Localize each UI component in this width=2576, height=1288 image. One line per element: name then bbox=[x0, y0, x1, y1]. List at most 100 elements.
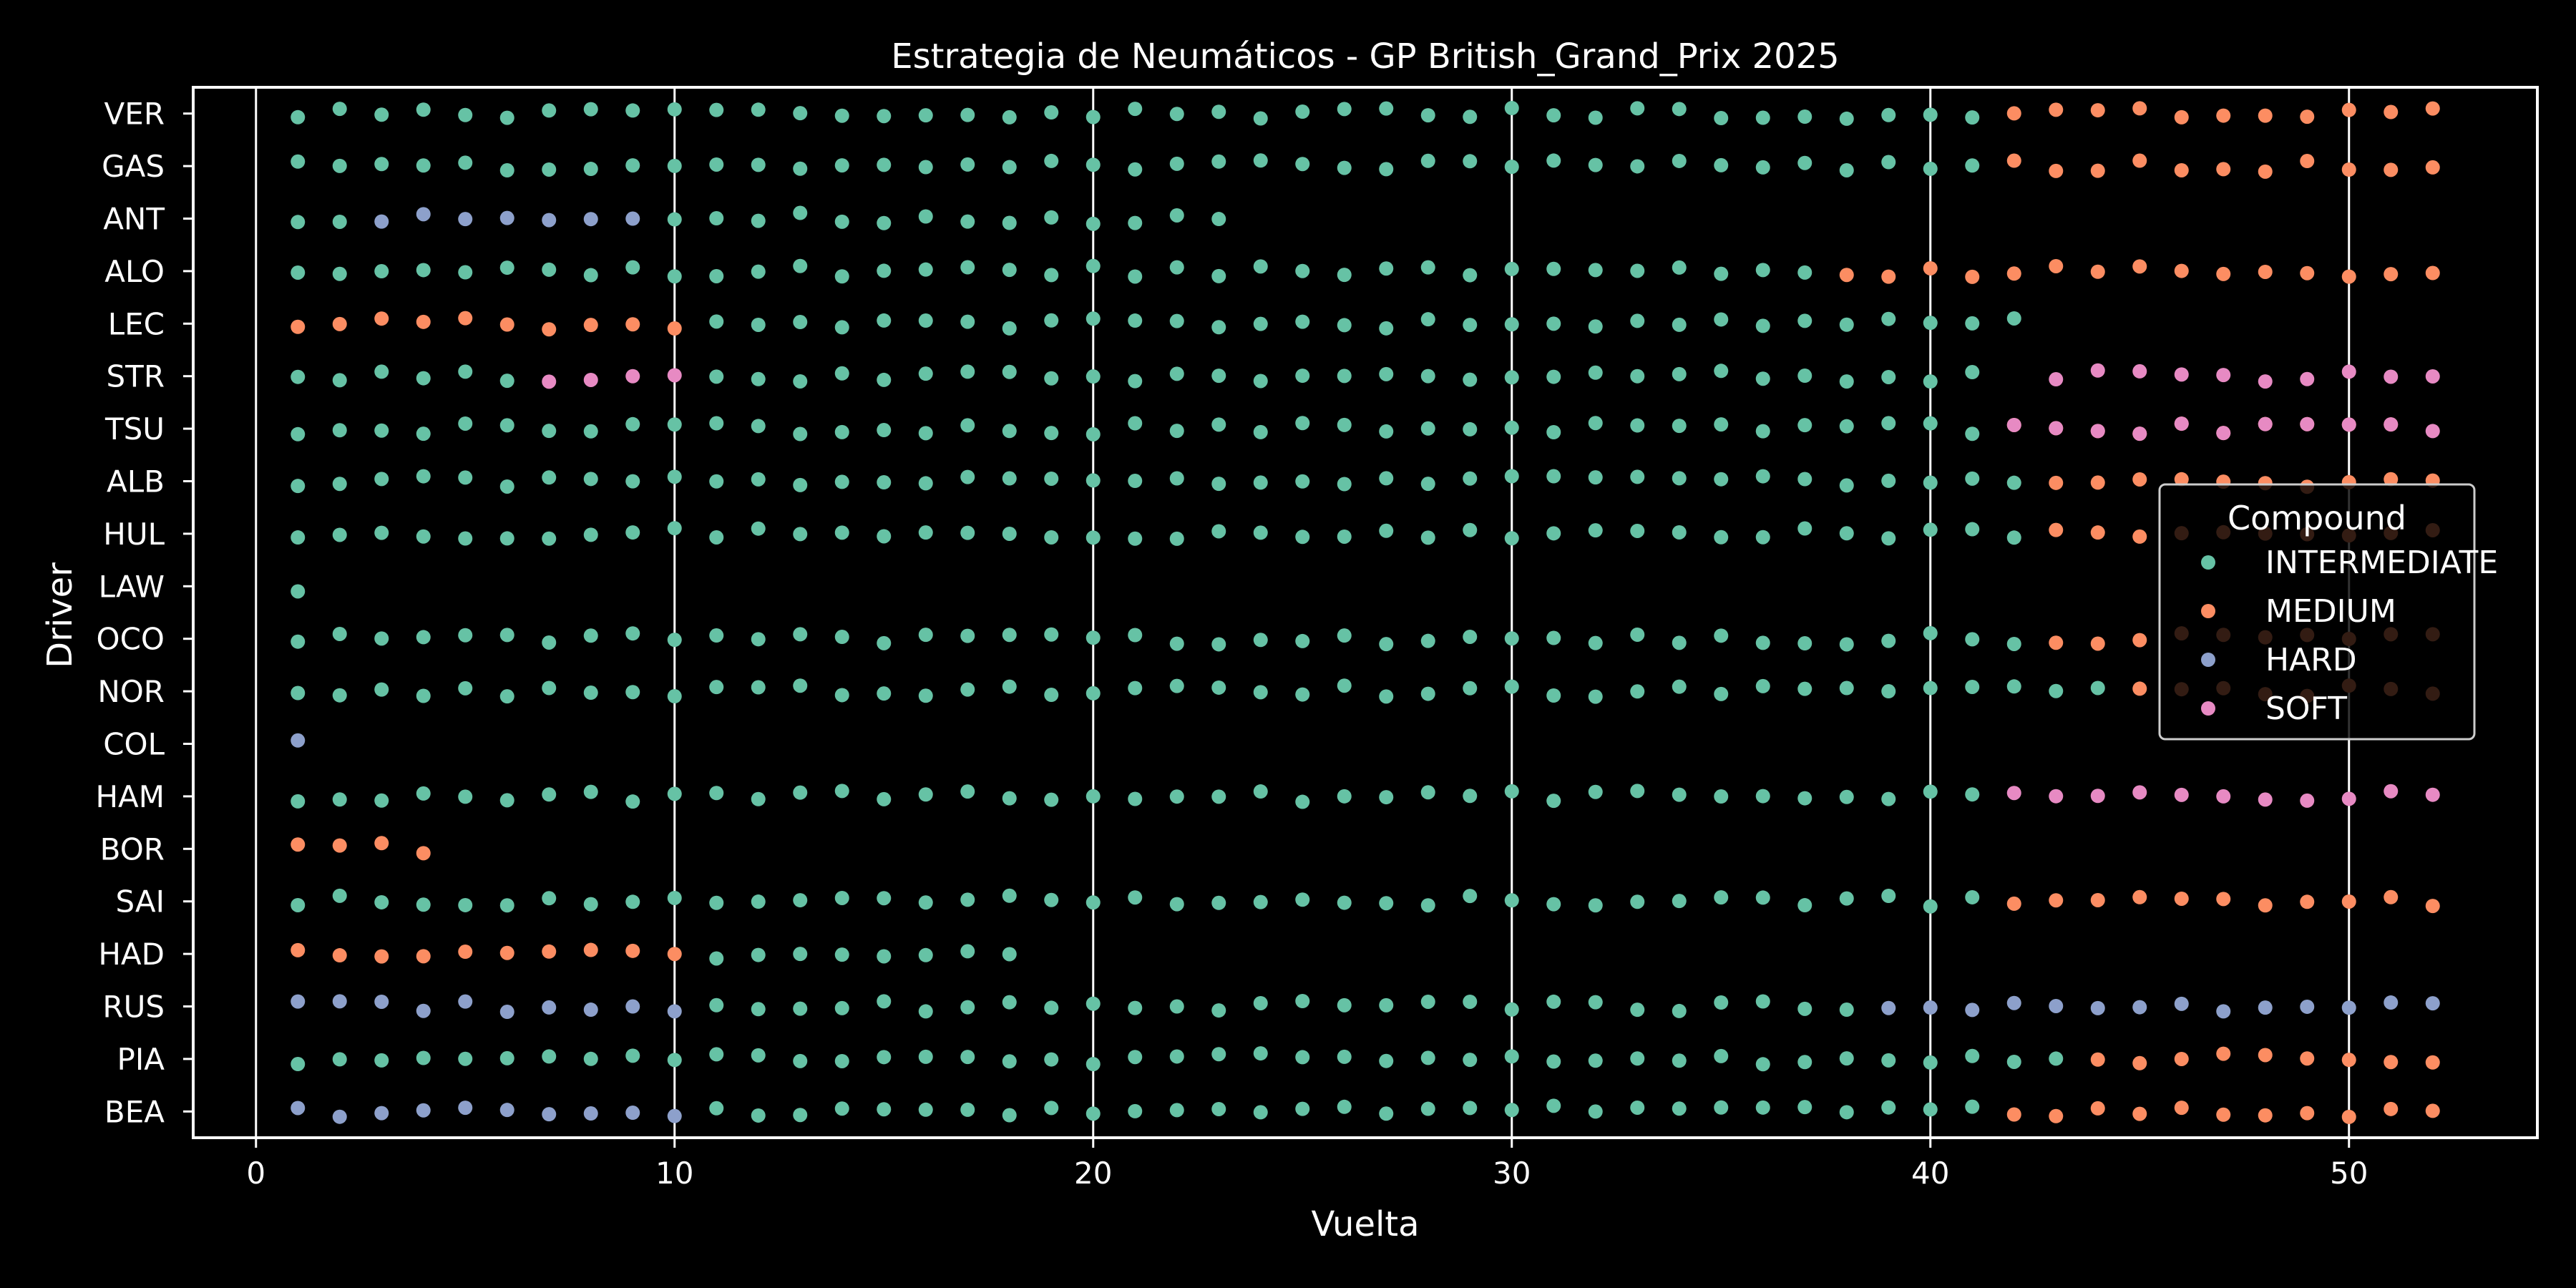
lap-point-intermediate bbox=[1128, 1050, 1143, 1065]
lap-point-medium bbox=[2006, 106, 2021, 121]
lap-point-intermediate bbox=[751, 521, 766, 536]
lap-point-medium bbox=[2132, 1106, 2147, 1121]
lap-point-intermediate bbox=[1672, 1053, 1687, 1068]
lap-point-intermediate bbox=[1797, 1001, 1813, 1016]
lap-point-hard bbox=[291, 733, 306, 748]
lap-point-intermediate bbox=[1295, 1050, 1310, 1065]
lap-point-intermediate bbox=[1881, 416, 1896, 431]
lap-point-intermediate bbox=[709, 951, 724, 966]
lap-point-intermediate bbox=[1211, 895, 1226, 910]
lap-point-intermediate bbox=[1630, 784, 1645, 799]
lap-point-intermediate bbox=[1630, 627, 1645, 642]
lap-point-intermediate bbox=[1211, 369, 1226, 384]
lap-point-intermediate bbox=[1463, 109, 1478, 125]
lap-point-hard bbox=[2384, 995, 2399, 1010]
lap-point-hard bbox=[416, 1103, 431, 1118]
y-tick-label: NOR bbox=[97, 674, 165, 709]
lap-point-intermediate bbox=[1588, 1053, 1603, 1068]
lap-point-intermediate bbox=[416, 158, 431, 173]
lap-point-intermediate bbox=[667, 890, 682, 905]
lap-point-medium bbox=[2090, 636, 2105, 651]
lap-point-soft bbox=[2341, 364, 2356, 379]
lap-point-intermediate bbox=[1755, 371, 1770, 386]
lap-point-medium bbox=[291, 942, 306, 957]
lap-point-hard bbox=[2341, 1000, 2356, 1015]
lap-point-medium bbox=[2090, 892, 2105, 907]
lap-point-intermediate bbox=[1546, 1054, 1561, 1069]
lap-point-intermediate bbox=[374, 894, 389, 909]
lap-point-intermediate bbox=[1211, 524, 1226, 539]
lap-point-intermediate bbox=[1420, 1050, 1435, 1065]
lap-point-intermediate bbox=[1128, 1103, 1143, 1118]
lap-point-intermediate bbox=[1463, 629, 1478, 644]
y-axis-label: Driver bbox=[40, 562, 80, 668]
lap-point-intermediate bbox=[1463, 1053, 1478, 1068]
lap-point-intermediate bbox=[1546, 425, 1561, 440]
y-tick-label: TSU bbox=[104, 411, 165, 447]
lap-point-intermediate bbox=[458, 531, 473, 546]
lap-point-medium bbox=[667, 947, 682, 962]
lap-point-intermediate bbox=[834, 1101, 849, 1116]
lap-point-intermediate bbox=[751, 947, 766, 962]
lap-point-intermediate bbox=[918, 262, 933, 277]
lap-point-medium bbox=[2049, 258, 2064, 273]
lap-point-intermediate bbox=[1672, 894, 1687, 909]
lap-point-intermediate bbox=[2006, 311, 2021, 326]
lap-point-soft bbox=[2425, 369, 2440, 384]
lap-point-intermediate bbox=[667, 786, 682, 801]
lap-point-intermediate bbox=[1420, 994, 1435, 1009]
lap-point-intermediate bbox=[416, 897, 431, 912]
lap-point-medium bbox=[2341, 102, 2356, 117]
lap-point-intermediate bbox=[332, 527, 347, 542]
lap-point-intermediate bbox=[1253, 475, 1268, 490]
lap-point-intermediate bbox=[1044, 313, 1059, 328]
lap-point-soft bbox=[2216, 368, 2231, 383]
lap-point-intermediate bbox=[751, 1108, 766, 1123]
lap-point-intermediate bbox=[1128, 628, 1143, 643]
lap-point-intermediate bbox=[751, 317, 766, 332]
lap-point-intermediate bbox=[2090, 680, 2105, 696]
lap-point-intermediate bbox=[1714, 417, 1729, 432]
lap-point-intermediate bbox=[1128, 1000, 1143, 1015]
lap-point-intermediate bbox=[1379, 1053, 1394, 1068]
legend-box bbox=[2158, 483, 2476, 741]
lap-point-intermediate bbox=[960, 107, 975, 122]
lap-point-intermediate bbox=[1881, 531, 1896, 546]
lap-point-intermediate bbox=[625, 103, 640, 118]
lap-point-intermediate bbox=[1169, 107, 1184, 122]
lap-point-intermediate bbox=[667, 521, 682, 536]
lap-point-intermediate bbox=[709, 416, 724, 431]
lap-point-hard bbox=[1881, 1000, 1896, 1015]
lap-point-intermediate bbox=[1420, 153, 1435, 168]
lap-point-intermediate bbox=[332, 102, 347, 117]
lap-point-intermediate bbox=[1463, 318, 1478, 333]
lap-point-intermediate bbox=[960, 525, 975, 540]
lap-point-intermediate bbox=[1630, 1051, 1645, 1066]
lap-point-intermediate bbox=[793, 785, 808, 800]
lap-point-medium bbox=[2090, 264, 2105, 279]
lap-point-medium bbox=[2006, 1107, 2021, 1122]
lap-point-intermediate bbox=[1085, 369, 1101, 384]
lap-point-intermediate bbox=[1672, 366, 1687, 381]
lap-point-intermediate bbox=[1044, 688, 1059, 703]
lap-point-intermediate bbox=[834, 474, 849, 489]
lap-point-soft bbox=[2425, 424, 2440, 439]
lap-point-intermediate bbox=[918, 108, 933, 123]
lap-point-medium bbox=[2384, 472, 2399, 487]
lap-point-intermediate bbox=[583, 162, 598, 177]
lap-point-intermediate bbox=[1211, 1047, 1226, 1062]
lap-point-intermediate bbox=[332, 688, 347, 703]
lap-point-intermediate bbox=[291, 215, 306, 230]
lap-point-intermediate bbox=[1085, 426, 1101, 441]
lap-point-soft bbox=[2384, 784, 2399, 799]
lap-point-medium bbox=[2216, 266, 2231, 281]
lap-point-intermediate bbox=[1672, 525, 1687, 540]
lap-point-soft bbox=[2132, 364, 2147, 379]
lap-point-intermediate bbox=[1002, 526, 1017, 541]
lap-point-intermediate bbox=[834, 890, 849, 905]
x-tick-label: 20 bbox=[1074, 1156, 1112, 1191]
lap-point-medium bbox=[2174, 162, 2189, 177]
lap-point-intermediate bbox=[1588, 157, 1603, 172]
lap-point-soft bbox=[2006, 786, 2021, 801]
lap-point-intermediate bbox=[1588, 523, 1603, 538]
